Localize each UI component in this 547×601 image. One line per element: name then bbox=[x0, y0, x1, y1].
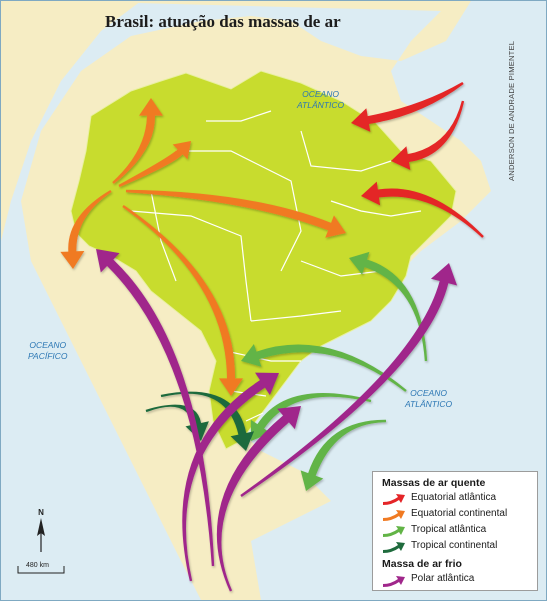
map-legend: Massas de ar quente Equatorial atlântica… bbox=[372, 471, 538, 591]
arrow-equatorial-continental bbox=[112, 98, 163, 184]
scale-bar bbox=[17, 566, 65, 574]
arrow-tropical-atlantica bbox=[241, 344, 407, 392]
ocean-label-line: OCEANO bbox=[410, 388, 447, 398]
ocean-label-line: OCEANO bbox=[29, 340, 67, 350]
scale-label: 480 km bbox=[26, 562, 49, 569]
arrow-polar-atlantica bbox=[216, 406, 301, 592]
equatorial-atlantica-swatch bbox=[383, 494, 405, 505]
arrow-equatorial-continental bbox=[118, 141, 191, 188]
legend-warm-heading: Massas de ar quente bbox=[382, 477, 486, 489]
map-title: Brasil: atuação das massas de ar bbox=[105, 12, 341, 31]
arrow-polar-atlantica bbox=[96, 249, 215, 567]
equatorial-continental-swatch bbox=[383, 510, 405, 521]
arrow-equatorial-continental bbox=[122, 205, 243, 396]
ocean-label-line: OCEANO bbox=[302, 89, 339, 99]
tropical-atlantica-swatch bbox=[383, 526, 405, 537]
legend-item-polar-atlantica: Polar atlântica bbox=[411, 573, 475, 584]
arrow-tropical-atlantica bbox=[300, 419, 386, 491]
arrow-equatorial-continental bbox=[60, 189, 112, 269]
compass-label: N bbox=[38, 508, 44, 517]
polar-atlantica-swatch bbox=[383, 576, 405, 587]
ocean-label-atlantic-north: OCEANO ATLÂNTICO bbox=[297, 89, 344, 111]
legend-item-equatorial-atlantica: Equatorial atlântica bbox=[411, 492, 497, 503]
ocean-label-line: PACÍFICO bbox=[28, 351, 68, 361]
arrow-tropical-atlantica bbox=[250, 392, 372, 441]
arrow-tropical-atlantica bbox=[349, 251, 428, 362]
arrow-equatorial-atlantica bbox=[361, 181, 484, 238]
tropical-continental-swatch bbox=[383, 542, 405, 553]
ocean-label-line: ATLÂNTICO bbox=[405, 399, 453, 409]
legend-item-equatorial-continental: Equatorial continental bbox=[411, 508, 508, 519]
arrow-equatorial-continental bbox=[125, 189, 346, 238]
north-arrow-icon: N bbox=[37, 508, 45, 552]
brazil-territory bbox=[70, 70, 457, 450]
author-credit: ANDERSON DE ANDRADE PIMENTEL bbox=[507, 40, 516, 181]
state-borders bbox=[130, 110, 422, 422]
arrow-polar-atlantica bbox=[182, 372, 279, 582]
ocean-label-atlantic-south: OCEANO ATLÂNTICO bbox=[405, 388, 452, 410]
ocean-label-pacific: OCEANO PACÍFICO bbox=[28, 340, 68, 362]
legend-cold-heading: Massa de ar frio bbox=[382, 558, 462, 570]
arrow-equatorial-atlantica bbox=[351, 82, 464, 132]
ocean-label-line: ATLÂNTICO bbox=[297, 100, 345, 110]
west-landmass bbox=[1, 1, 141, 241]
arrow-equatorial-atlantica bbox=[391, 100, 465, 170]
legend-item-tropical-atlantica: Tropical atlântica bbox=[411, 524, 487, 535]
legend-item-tropical-continental: Tropical continental bbox=[411, 540, 498, 551]
